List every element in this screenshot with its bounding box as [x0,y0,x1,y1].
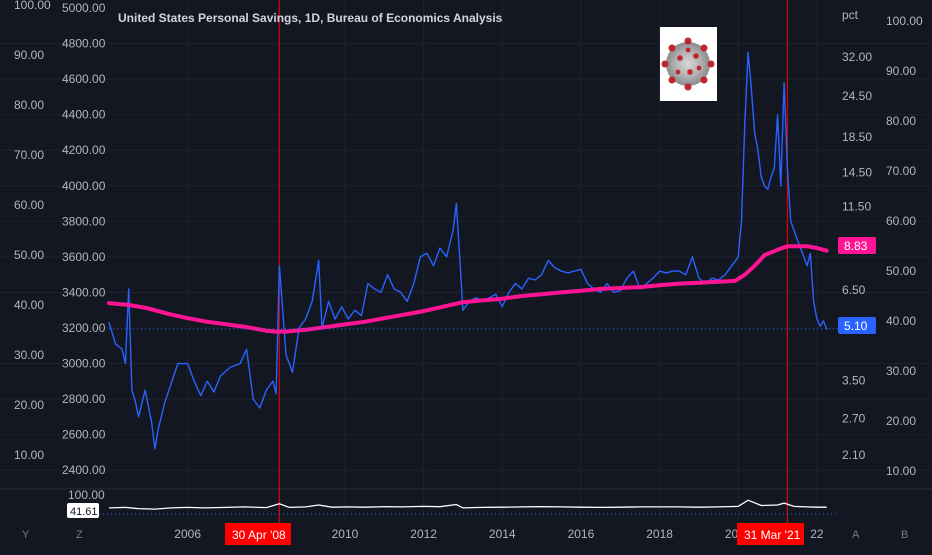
left-price-tick-label: 4000.00 [62,179,106,193]
right-osc-tick-label: 20.00 [886,414,916,428]
right-osc-tick-label: 50.00 [886,264,916,278]
left-price-tick-label: 5000.00 [62,1,106,15]
savings-price-label: 5.10 [844,319,868,333]
marker-date-label-1: 30 Apr '08 [232,528,286,542]
left-price-tick-label: 2400.00 [62,463,106,477]
left-osc-tick-label: 60.00 [14,198,44,212]
coronavirus-image [660,27,717,101]
left-osc-tick-label: 90.00 [14,48,44,62]
left-price-tick-label: 3400.00 [62,285,106,299]
right-osc-tick-label: 10.00 [886,464,916,478]
left-price-tick-label: 4200.00 [62,143,106,157]
marker-date-badge-1 [225,523,291,545]
marker-date-label-2: 31 Mar '21 [744,528,801,542]
x-tick-label: 2014 [489,527,516,541]
x-tick-label: 2010 [332,527,359,541]
left-osc-tick-label: 20.00 [14,398,44,412]
right-pct-tick-label: 32.00 [842,50,872,64]
chart-title: United States Personal Savings, 1D, Bure… [118,11,503,25]
right-pct-tick-label: 6.50 [842,283,866,297]
right-pct-tick-label: 11.50 [842,200,871,214]
x-tick-label: 2012 [410,527,437,541]
left-price-tick-label: 4600.00 [62,72,106,86]
oscillator-value-badge [67,503,99,518]
left-price-tick-label: 4800.00 [62,37,106,51]
left-osc-tick-label: 10.00 [14,448,44,462]
a-axis-button[interactable]: A [852,529,860,541]
x-tick-label: 2016 [568,527,595,541]
left-osc-tick-label: 100.00 [14,0,51,12]
z-axis-button[interactable]: Z [76,529,83,541]
oscillator-scale-label: 100.00 [68,488,105,502]
right-pct-tick-label: 2.70 [842,411,866,425]
left-osc-tick-label: 40.00 [14,298,44,312]
oscillator-value-label: 41.61 [70,506,98,518]
left-osc-tick-label: 70.00 [14,148,44,162]
left-price-tick-label: 3800.00 [62,214,106,228]
right-osc-tick-label: 70.00 [886,164,916,178]
series-layer [99,51,838,515]
left-price-tick-label: 2800.00 [62,392,106,406]
left-osc-tick-label: 50.00 [14,248,44,262]
right-pct-tick-label: 18.50 [842,130,872,144]
right-pct-tick-label: 3.50 [842,373,866,387]
ma-price-label: 8.83 [844,239,868,253]
savings-price-badge [838,317,876,334]
right-pct-tick-label: 2.10 [842,448,866,462]
left-price-tick-label: 3600.00 [62,250,106,264]
right-osc-tick-label: 100.00 [886,14,923,28]
right-pct-tick-label: 14.50 [842,166,872,180]
marker-date-badge-2 [737,523,804,545]
left-price-tick-label: 4400.00 [62,108,106,122]
right-osc-tick-label: 40.00 [886,314,916,328]
marker-layer [278,0,788,523]
b-axis-button[interactable]: B [901,529,908,541]
right-osc-tick-label: 80.00 [886,114,916,128]
left-osc-tick-label: 80.00 [14,98,44,112]
personal-savings-line [108,51,828,450]
right-osc-tick-label: 60.00 [886,214,916,228]
left-price-tick-label: 2600.00 [62,428,106,442]
right-osc-tick-label: 30.00 [886,364,916,378]
left-price-tick-label: 3000.00 [62,357,106,371]
oscillator-line [108,499,827,510]
left-osc-tick-label: 30.00 [14,348,44,362]
moving-average-line [107,244,829,334]
grid-layer [0,0,932,520]
y-axis-button[interactable]: Y [22,529,30,541]
right-osc-tick-label: 90.00 [886,64,916,78]
left-price-tick-label: 3200.00 [62,321,106,335]
x-tick-label: 2006 [174,527,201,541]
right-pct-tick-label: 24.50 [842,89,872,103]
x-tick-label: 2018 [646,527,673,541]
right-axis-unit-label: pct [842,8,859,22]
ma-price-badge [838,237,876,254]
x-tick-label: 22 [810,527,824,541]
